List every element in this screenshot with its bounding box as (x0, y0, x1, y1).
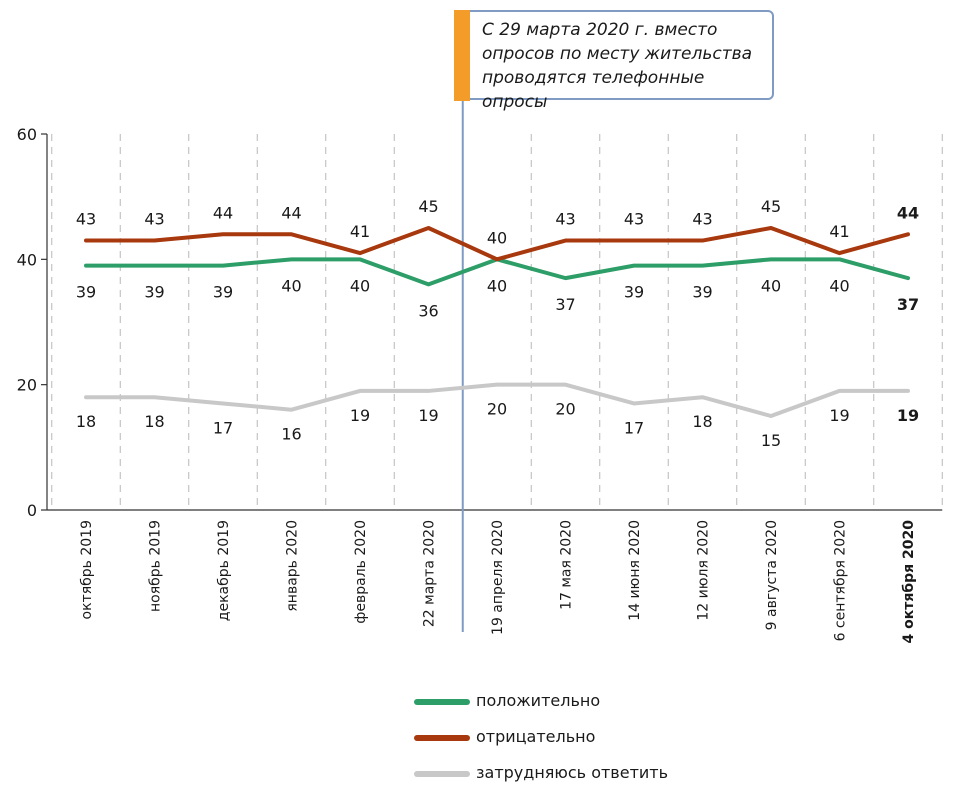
x-tick-label: 12 июля 2020 (696, 520, 712, 621)
legend-swatch-positive (414, 699, 470, 705)
data-label-negative: 44 (281, 203, 301, 222)
note-line: опросов по месту жительства (482, 44, 753, 64)
data-label-undecided: 19 (350, 406, 370, 425)
data-label-negative: 41 (350, 222, 370, 241)
data-label-negative: 43 (555, 210, 575, 229)
data-label-undecided: 18 (692, 412, 712, 431)
note-line: С 29 марта 2020 г. вместо (482, 20, 718, 40)
data-label-positive: 39 (144, 283, 164, 302)
y-tick-label: 40 (17, 250, 37, 269)
data-label-negative: 45 (418, 197, 438, 216)
data-label-undecided: 19 (418, 406, 438, 425)
data-label-undecided: 18 (144, 412, 164, 431)
x-tick-label: 22 марта 2020 (422, 520, 438, 627)
data-label-negative: 41 (829, 222, 849, 241)
legend-label: отрицательно (476, 727, 596, 746)
data-label-undecided: 17 (213, 418, 233, 437)
data-label-positive: 40 (487, 276, 507, 295)
legend-label: положительно (476, 691, 601, 710)
data-label-positive: 39 (624, 283, 644, 302)
data-label-positive: 40 (281, 276, 301, 295)
data-label-undecided: 17 (624, 418, 644, 437)
legend-swatch-negative (414, 735, 470, 741)
data-label-negative: 40 (487, 228, 507, 247)
series-line-undecided (84, 382, 910, 418)
x-tick-label: февраль 2020 (353, 520, 369, 624)
data-label-positive: 37 (897, 295, 919, 314)
data-label-positive: 39 (692, 283, 712, 302)
data-label-negative: 43 (144, 210, 164, 229)
x-tick-label: январь 2020 (285, 520, 301, 612)
data-label-positive: 40 (761, 276, 781, 295)
data-label-positive: 39 (76, 283, 96, 302)
x-tick-label: декабрь 2019 (216, 520, 232, 621)
data-label-positive: 40 (350, 276, 370, 295)
data-label-undecided: 15 (761, 431, 781, 450)
data-label-undecided: 18 (76, 412, 96, 431)
note-line: проводятся телефонные опросы (482, 68, 705, 112)
data-label-negative: 44 (897, 203, 919, 222)
data-label-negative: 43 (692, 210, 712, 229)
data-label-positive: 39 (213, 283, 233, 302)
data-label-undecided: 19 (897, 406, 919, 425)
x-tick-label: 4 октября 2020 (901, 520, 917, 644)
legend-label: затрудняюсь ответить (476, 763, 669, 782)
x-tick-label: 19 апреля 2020 (490, 520, 506, 635)
data-label-undecided: 20 (487, 400, 507, 419)
x-tick-label: 9 августа 2020 (764, 520, 780, 630)
series-line-negative (84, 226, 910, 262)
data-label-undecided: 19 (829, 406, 849, 425)
data-label-negative: 43 (624, 210, 644, 229)
line-chart: 0 20 40 60 октябрь 2019 ноябрь 2019 декабрь 20… (17, 98, 943, 644)
x-tick-label: 6 сентября 2020 (833, 520, 849, 641)
note-text: С 29 марта 2020 г. вместо опросов по мес… (482, 18, 772, 114)
y-tick-label: 0 (27, 501, 37, 520)
x-tick-label: 14 июня 2020 (627, 520, 643, 621)
data-label-negative: 44 (213, 203, 233, 222)
legend-swatch-undecided (414, 771, 470, 777)
y-tick-label: 60 (17, 125, 37, 144)
x-tick-label: ноябрь 2019 (148, 520, 164, 612)
data-label-negative: 45 (761, 197, 781, 216)
data-label-positive: 37 (555, 295, 575, 314)
method-change-note: С 29 марта 2020 г. вместо опросов по мес… (454, 10, 774, 112)
data-label-undecided: 16 (281, 425, 301, 444)
data-label-positive: 36 (418, 301, 438, 320)
data-label-undecided: 20 (555, 400, 575, 419)
x-tick-label: 17 мая 2020 (559, 520, 575, 610)
note-accent-bar (454, 10, 470, 101)
y-tick-label: 20 (17, 376, 37, 395)
data-label-negative: 43 (76, 210, 96, 229)
data-label-positive: 40 (829, 276, 849, 295)
x-tick-label: октябрь 2019 (79, 520, 95, 619)
